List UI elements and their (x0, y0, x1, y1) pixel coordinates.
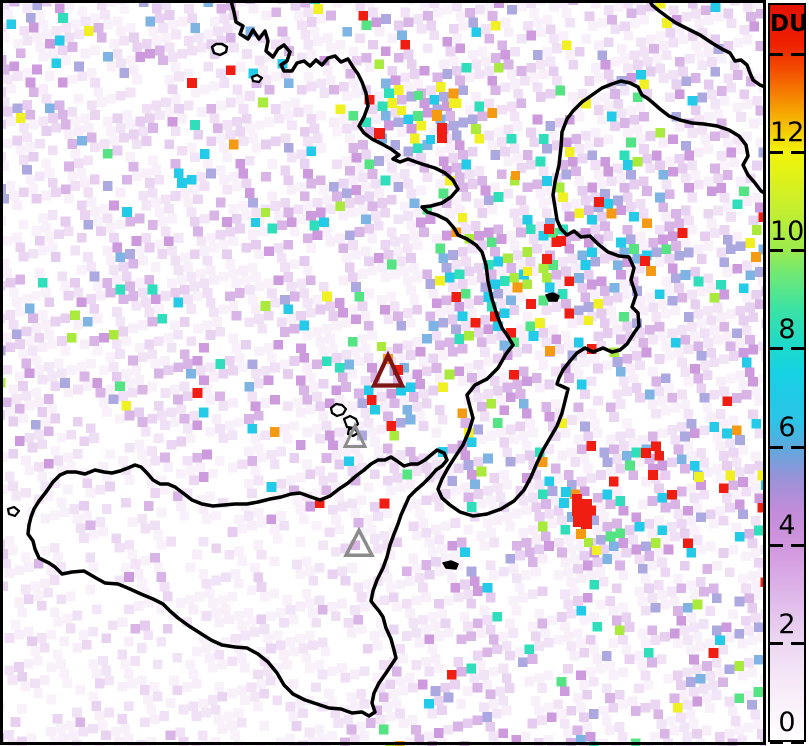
colorbar-tick (791, 150, 804, 154)
colorbar-tick (791, 249, 804, 253)
island-aeolian-1 (329, 402, 348, 418)
volcano-marker-1 (342, 421, 368, 448)
colorbar-tick (791, 543, 804, 547)
map-border (0, 0, 766, 745)
mainland-coast (228, 0, 766, 518)
island-capri (210, 42, 229, 57)
map-canvas (0, 0, 766, 746)
volcano-marker-2 (343, 526, 375, 557)
colorbar-tick (770, 150, 783, 154)
gulf-north-coast (647, 0, 766, 90)
colorbar-tick-label: 4 (778, 510, 796, 542)
sicily-coast (26, 448, 449, 718)
colorbar-tick (770, 740, 783, 744)
islet-filled-1 (545, 292, 560, 302)
colorbar-tick (770, 249, 783, 253)
colorbar-tick (770, 445, 783, 449)
colorbar: 0 2 4 6 8 10 12 DU (768, 3, 808, 744)
colorbar-tick-label: 2 (778, 608, 796, 640)
colorbar-unit-label: DU (770, 11, 808, 37)
colorbar-tick-label: 12 (770, 117, 805, 149)
colorbar-tick-label: 6 (778, 412, 796, 444)
highlight-pixels (251, 91, 761, 555)
colorbar-tick (791, 740, 804, 744)
volcano-markers (342, 350, 406, 557)
pixel-field (0, 0, 766, 746)
colorbar-tick (770, 52, 783, 56)
colorbar-tick-label: 10 (770, 215, 805, 247)
volcano-marker-active (370, 350, 406, 388)
colorbar-tick (770, 347, 783, 351)
colorbar-tick-label: 8 (778, 313, 796, 345)
colorbar-tick-label: 0 (778, 707, 796, 738)
colorbar-tick (791, 445, 804, 449)
island-egadi (6, 505, 21, 518)
colorbar-tick (791, 52, 804, 56)
colorbar-tick (791, 347, 804, 351)
colorbar-gradient (770, 5, 804, 740)
island-small-north (250, 73, 264, 84)
islet-filled-2 (442, 560, 459, 570)
colorbar-tick (770, 543, 783, 547)
colorbar-tick (770, 642, 783, 646)
colorbar-tick (791, 642, 804, 646)
